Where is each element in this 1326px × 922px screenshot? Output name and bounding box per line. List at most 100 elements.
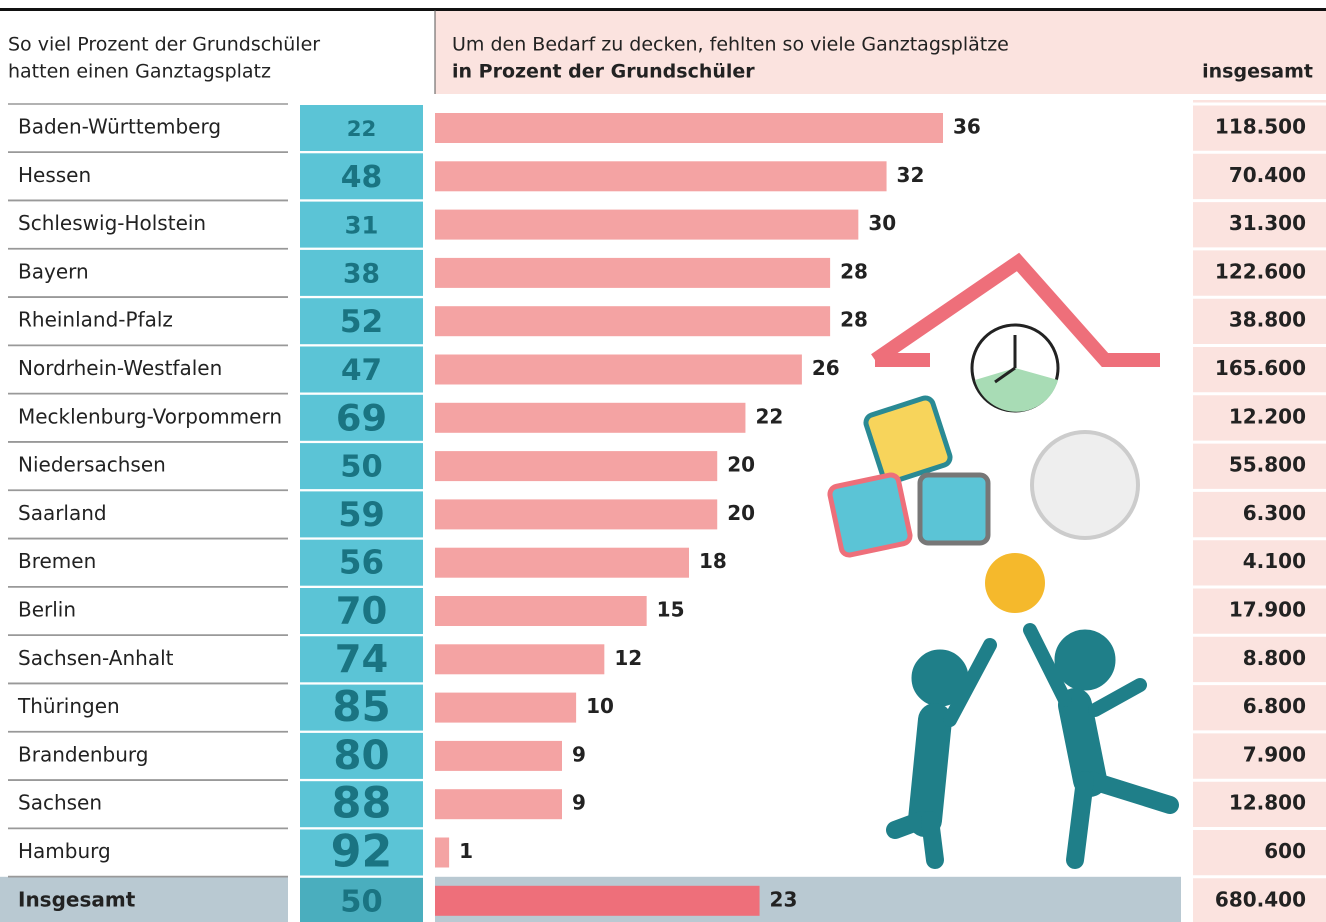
share-cell [300,684,423,731]
category-label: Sachsen-Anhalt [18,646,174,670]
category-label: Hessen [18,163,91,187]
share-value: 56 [339,544,384,582]
category-label: Rheinland-Pfalz [18,308,173,332]
share-value: 47 [341,353,382,387]
bar [435,692,577,723]
bar [435,451,718,482]
share-cell [300,539,423,586]
ball [985,553,1045,613]
bar-label: 28 [840,308,868,332]
bar-label: 32 [897,163,925,187]
share-value: 38 [343,258,380,289]
category-label: Mecklenburg-Vorpommern [18,404,282,428]
bar-label: 23 [770,887,798,911]
share-value: 50 [340,884,382,919]
category-label: Insgesamt [18,887,136,911]
category-label: Hamburg [18,839,111,863]
category-label: Berlin [18,598,76,622]
bar [435,209,859,240]
bar-label: 10 [586,694,614,718]
total-value: 118.500 [1215,115,1306,139]
share-cell [300,153,423,200]
bar [435,547,689,578]
total-value: 12.200 [1229,404,1306,428]
share-value: 69 [336,396,387,439]
share-cell [300,636,423,683]
bar-label: 12 [614,646,642,670]
header-right: insgesamt [1202,61,1313,83]
share-cell [300,394,423,441]
total-value: 6.800 [1243,694,1306,718]
category-label: Bayern [18,259,89,283]
total-value: 4.100 [1243,549,1306,573]
clock-fill [975,368,1058,412]
category-label: Nordrhein-Westfalen [18,356,222,380]
share-cell [300,877,423,922]
bar [435,789,562,820]
share-value: 59 [338,495,385,534]
bar-label: 36 [953,115,981,139]
top-rule [0,8,1326,11]
header-bg [435,10,1326,94]
bar-label: 30 [868,211,896,235]
total-value: 38.800 [1229,308,1306,332]
share-value: 52 [340,304,383,340]
bar [435,740,562,771]
bar-label: 9 [572,791,586,815]
share-cell [300,443,423,490]
category-label: Sachsen [18,791,102,815]
plate [1030,430,1140,540]
share-cell [300,491,423,538]
total-value: 122.600 [1215,259,1306,283]
bar [435,354,802,385]
total-value: 680.400 [1215,887,1306,911]
bar [435,499,718,530]
share-value: 22 [347,117,377,142]
share-value: 85 [332,682,391,731]
bar [435,885,760,916]
total-value: 17.900 [1229,598,1306,622]
clock-hand [994,366,1016,384]
share-value: 74 [335,637,388,682]
share-cell [300,249,423,296]
bar [435,306,831,337]
total-value: 12.800 [1229,791,1306,815]
bar [435,113,943,143]
total-row-bg [0,876,288,922]
share-value: 70 [336,590,388,633]
share-value: 88 [332,779,392,829]
header-left: So viel Prozent der Grundschüler [8,34,320,56]
bar-label: 20 [727,501,755,525]
total-value: 6.300 [1243,501,1306,525]
rows: Baden-Württemberg 22 36 118.500 Hessen 48 32 70… [0,102,1326,922]
share-value: 31 [345,212,379,240]
bar [435,644,605,675]
total-value: 8.800 [1243,646,1306,670]
category-label: Thüringen [17,694,120,718]
bar-label: 22 [755,404,783,428]
block [827,472,913,558]
bar-label: 15 [657,598,685,622]
category-label: Schleswig-Holstein [18,211,206,235]
illustration [827,252,1179,869]
category-label: Bremen [18,549,96,573]
bar-label: 9 [572,742,586,766]
share-cell [300,201,423,248]
children [886,623,1179,869]
total-value: 165.600 [1215,356,1306,380]
bar [435,257,831,288]
share-value: 50 [340,450,382,485]
bar-label: 26 [812,356,840,380]
header-mid: in Prozent der Grundschüler [452,61,755,83]
total-value: 55.800 [1229,453,1306,477]
share-cell [300,346,423,393]
block [917,472,991,546]
share-value: 80 [333,731,389,779]
category-label: Niedersachsen [18,453,166,477]
share-value: 48 [341,160,383,195]
bar-label: 28 [840,259,868,283]
category-label: Baden-Württemberg [18,115,221,139]
share-cell [300,829,423,876]
bar [435,596,647,626]
